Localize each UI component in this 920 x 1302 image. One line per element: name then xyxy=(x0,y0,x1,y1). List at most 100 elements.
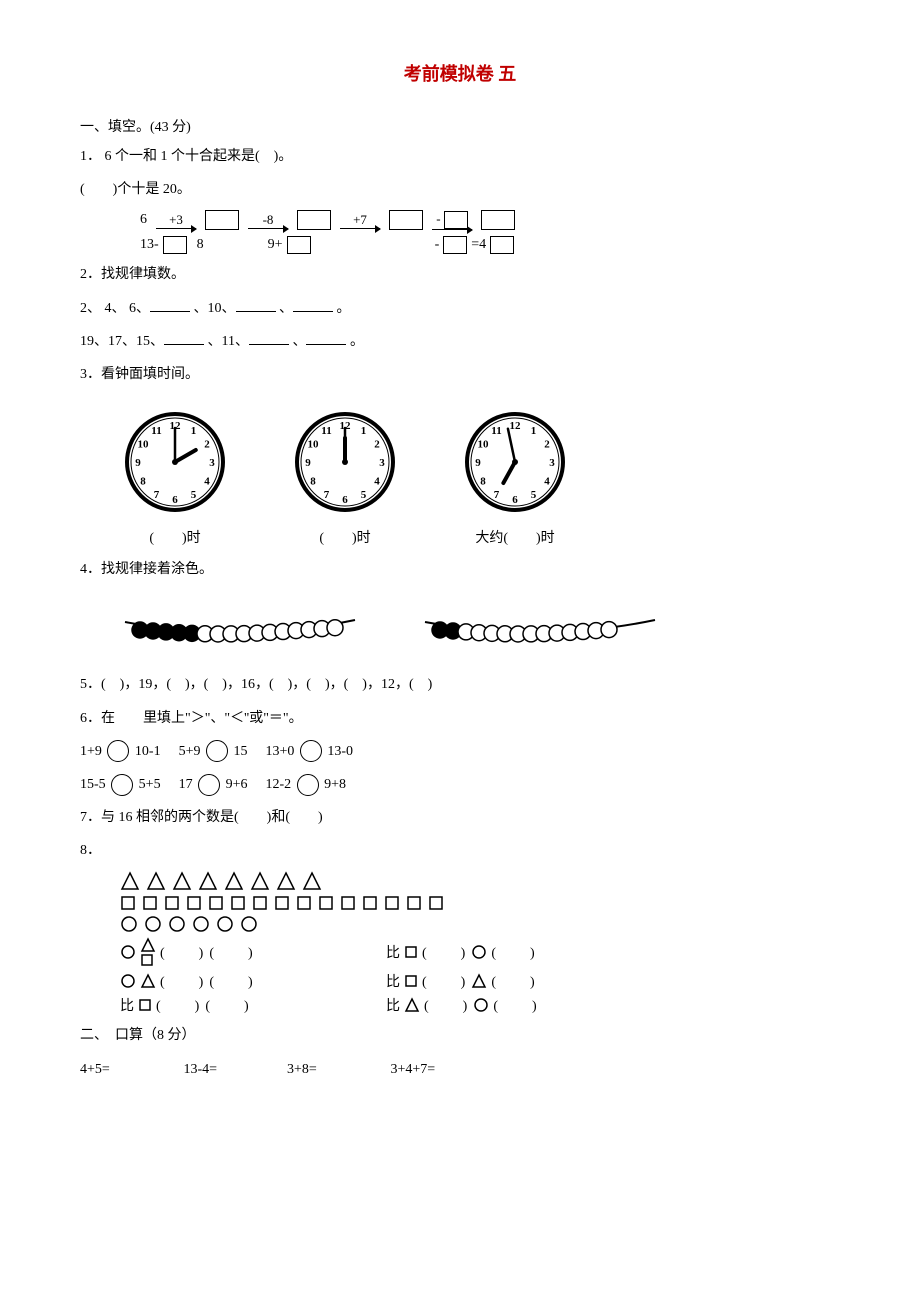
beads-icon xyxy=(420,602,660,652)
svg-text:5: 5 xyxy=(531,489,537,501)
blank[interactable] xyxy=(164,330,204,345)
q4-label: 4．找规律接着涂色。 xyxy=(80,557,840,582)
answer-box[interactable] xyxy=(443,236,467,254)
clock-icon: 123456789101112 xyxy=(460,407,570,517)
square-icon xyxy=(164,895,180,911)
compare-circle[interactable] xyxy=(198,774,220,796)
row2-left: 13- xyxy=(140,237,159,253)
svg-text:10: 10 xyxy=(137,439,149,451)
clock-icon: 123456789101112 xyxy=(120,407,230,517)
square-icon xyxy=(406,895,422,911)
blank[interactable] xyxy=(236,297,276,312)
svg-text:8: 8 xyxy=(140,476,146,488)
arrow: +3 xyxy=(151,212,201,229)
square-icon xyxy=(428,895,444,911)
svg-text:9: 9 xyxy=(135,457,141,469)
op-label: +3 xyxy=(169,212,183,228)
triangle-icon xyxy=(276,871,296,891)
square-icon xyxy=(138,998,152,1012)
svg-text:2: 2 xyxy=(374,439,380,451)
triangle-icon xyxy=(140,973,156,989)
compare-pair: 比 ( ) ( ) xyxy=(120,995,380,1015)
svg-text:6: 6 xyxy=(342,494,348,506)
compare-pair: 比 ( ) ( ) xyxy=(386,971,646,991)
square-icon xyxy=(120,895,136,911)
square-icon xyxy=(186,895,202,911)
circle-icon xyxy=(120,973,136,989)
answer-box[interactable] xyxy=(389,210,423,230)
circle-icon xyxy=(471,944,487,960)
circle-icon xyxy=(473,997,489,1013)
clock-caption: ( )时 xyxy=(120,527,230,547)
svg-text:7: 7 xyxy=(154,489,160,501)
q8-label: 8． xyxy=(80,838,840,863)
arrow: -8 xyxy=(243,212,293,229)
svg-text:4: 4 xyxy=(204,476,210,488)
blank[interactable] xyxy=(306,330,346,345)
compare-circle[interactable] xyxy=(206,740,228,762)
compare-circle[interactable] xyxy=(297,774,319,796)
q6-row2: 15-5 5+517 9+612-2 9+8 xyxy=(80,772,840,797)
arrow: - xyxy=(427,211,477,230)
blank[interactable] xyxy=(293,297,333,312)
answer-box[interactable] xyxy=(297,210,331,230)
triangle-icon xyxy=(224,871,244,891)
clock-caption: 大约( )时 xyxy=(460,527,570,547)
arrow: +7 xyxy=(335,212,385,229)
square-icon xyxy=(230,895,246,911)
blank[interactable] xyxy=(150,297,190,312)
answer-box[interactable] xyxy=(481,210,515,230)
circle-icon xyxy=(120,915,138,933)
answer-box[interactable] xyxy=(205,210,239,230)
svg-text:3: 3 xyxy=(209,457,215,469)
answer-box[interactable] xyxy=(490,236,514,254)
q1-chain-row2: 13- 8 9+ - =4 xyxy=(140,236,840,254)
svg-text:11: 11 xyxy=(151,425,161,437)
square-icon xyxy=(274,895,290,911)
triangle-icon xyxy=(302,871,322,891)
clocks-row: 123456789101112 123456789101112 12345678… xyxy=(120,407,840,517)
svg-text:3: 3 xyxy=(549,457,555,469)
chain-start: 6 xyxy=(140,212,147,228)
square-icon xyxy=(296,895,312,911)
triangle-icon xyxy=(146,871,166,891)
square-icon xyxy=(252,895,268,911)
compare-circle[interactable] xyxy=(111,774,133,796)
compare-pair: 比 ( ) ( ) xyxy=(386,942,646,962)
section-2-heading: 二、 口算（8 分） xyxy=(80,1023,840,1048)
svg-text:4: 4 xyxy=(544,476,550,488)
svg-text:6: 6 xyxy=(172,494,178,506)
svg-text:10: 10 xyxy=(477,439,489,451)
svg-text:2: 2 xyxy=(544,439,550,451)
op-label: -8 xyxy=(263,212,274,228)
circle-icon xyxy=(216,915,234,933)
op-label: +7 xyxy=(353,212,367,228)
svg-text:6: 6 xyxy=(512,494,518,506)
q6-label: 6．在 里填上"＞"、"＜''或"＝"。 xyxy=(80,706,840,731)
svg-text:1: 1 xyxy=(361,425,367,437)
compare-circle[interactable] xyxy=(300,740,322,762)
blank[interactable] xyxy=(249,330,289,345)
q3-label: 3．看钟面填时间。 xyxy=(80,362,840,387)
triangle-icon xyxy=(250,871,270,891)
triangle-icon xyxy=(471,973,487,989)
beads-row xyxy=(120,602,840,652)
q5: 5．( )，19，( )，( )，16，( )，( )，( )，12，( ) xyxy=(80,672,840,697)
row2-eq: =4 xyxy=(471,237,486,253)
svg-text:7: 7 xyxy=(494,489,500,501)
svg-text:9: 9 xyxy=(475,457,481,469)
beads-icon xyxy=(120,602,360,652)
compare-circle[interactable] xyxy=(107,740,129,762)
compare-pair: ( ) ( ) xyxy=(120,937,380,967)
circle-icon xyxy=(120,944,136,960)
answer-box[interactable] xyxy=(287,236,311,254)
svg-text:4: 4 xyxy=(374,476,380,488)
triangle-icon xyxy=(404,997,420,1013)
square-icon xyxy=(142,895,158,911)
svg-text:8: 8 xyxy=(480,476,486,488)
q1-line2: ( )个十是 20。 xyxy=(80,177,840,202)
svg-text:11: 11 xyxy=(321,425,331,437)
svg-text:3: 3 xyxy=(379,457,385,469)
compare-pair: ( ) ( ) xyxy=(120,971,380,991)
answer-box[interactable] xyxy=(163,236,187,254)
